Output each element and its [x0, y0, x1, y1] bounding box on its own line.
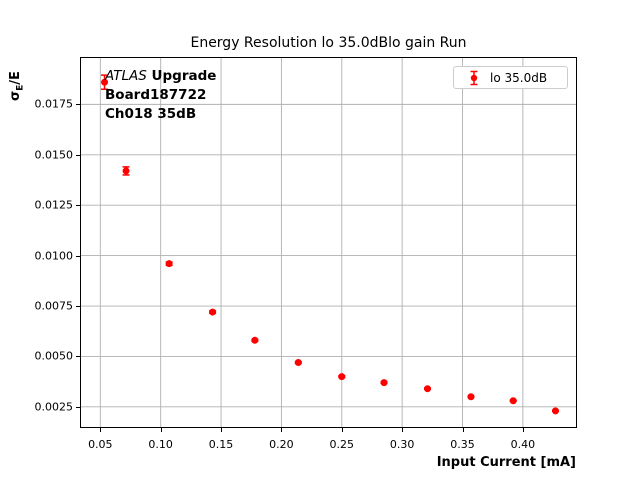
y-axis-label-suffix: /E [8, 71, 23, 85]
y-tick-mark [76, 306, 80, 308]
y-tick-label: 0.0125 [34, 198, 74, 212]
x-tick-label: 0.10 [148, 438, 173, 451]
data-point [209, 308, 217, 316]
plot-area [80, 57, 577, 428]
x-tick-label: 0.05 [88, 438, 113, 451]
data-point [467, 393, 475, 401]
y-tick-label: 0.0025 [34, 400, 74, 414]
x-tick-mark [462, 428, 464, 432]
x-tick-label: 0.35 [450, 438, 475, 451]
data-point [509, 397, 517, 405]
y-tick-label: 0.0050 [34, 349, 74, 363]
data-point [101, 74, 109, 91]
x-tick-mark [160, 428, 162, 432]
data-point [551, 407, 559, 415]
y-tick-mark [76, 205, 80, 207]
x-tick-label: 0.40 [510, 438, 536, 451]
legend-entry-label: lo 35.0dB [490, 70, 548, 85]
x-tick-mark [402, 428, 404, 432]
x-tick-mark [100, 428, 102, 432]
y-axis-label-subscript: E [15, 84, 26, 91]
y-tick-mark [76, 356, 80, 358]
legend: lo 35.0dB [453, 66, 568, 89]
annotation-line-2: Board187722 [105, 87, 207, 103]
x-tick-mark [221, 428, 223, 432]
annotation-upgrade: Upgrade [151, 68, 217, 84]
chart-title: Energy Resolution lo 35.0dBlo gain Run [190, 35, 467, 51]
data-point [251, 336, 259, 344]
y-tick-label: 0.0175 [34, 97, 74, 111]
data-point [338, 373, 346, 381]
x-tick-mark [281, 428, 283, 432]
y-tick-mark [76, 154, 80, 156]
plot-canvas [81, 58, 576, 427]
x-tick-mark [522, 428, 524, 432]
data-point [380, 379, 388, 387]
data-point [424, 385, 431, 393]
y-tick-label: 0.0150 [34, 148, 74, 162]
x-tick-mark [341, 428, 343, 432]
y-tick-label: 0.0100 [34, 249, 74, 263]
data-point [122, 166, 130, 176]
data-point [294, 358, 302, 366]
x-tick-label: 0.30 [389, 438, 415, 451]
x-axis-label: Input Current [mA] [436, 455, 576, 470]
annotation-experiment: ATLAS [105, 68, 147, 84]
y-tick-mark [76, 255, 80, 257]
data-point [165, 260, 173, 268]
y-tick-mark [76, 406, 80, 408]
atlas-annotation: ATLAS Upgrade Board187722 Ch018 35dB [105, 67, 216, 124]
y-tick-mark [76, 104, 80, 106]
x-tick-label: 0.25 [329, 438, 355, 451]
annotation-line-1: ATLAS Upgrade [105, 67, 216, 86]
x-tick-label: 0.15 [208, 438, 234, 451]
y-tick-label: 0.0075 [34, 299, 74, 313]
annotation-line-3: Ch018 35dB [105, 106, 197, 122]
legend-errorbar-icon [470, 70, 478, 85]
x-tick-label: 0.20 [269, 438, 294, 451]
